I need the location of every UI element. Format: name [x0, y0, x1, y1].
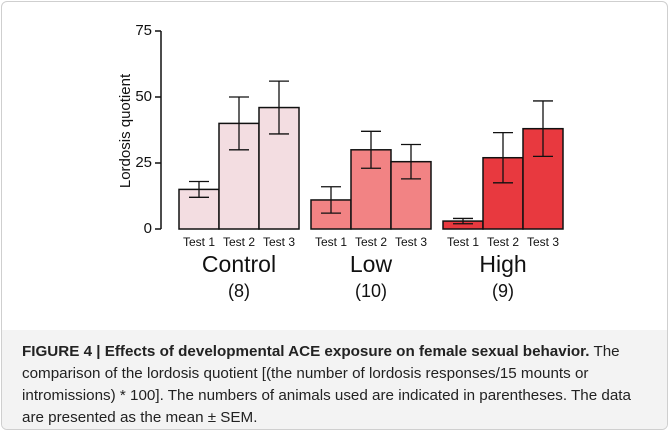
- x-tick-label: Test 1: [315, 235, 347, 249]
- group-label: Low: [350, 251, 393, 277]
- y-tick-label: 0: [144, 220, 152, 237]
- group-label: High: [479, 251, 526, 277]
- x-tick-label: Test 2: [487, 235, 519, 249]
- x-tick-label: Test 2: [223, 235, 255, 249]
- x-tick-label: Test 3: [395, 235, 427, 249]
- chart: Lordosis quotient 0 25 50 75 Test 1 Test 2 Tes…: [117, 22, 564, 301]
- group-count: (8): [228, 281, 250, 301]
- y-tick-label: 50: [135, 88, 152, 105]
- y-tick-label: 75: [135, 22, 152, 39]
- y-tick-label: 25: [135, 154, 152, 171]
- caption-label: FIGURE 4 | Effects of developmental ACE …: [22, 343, 590, 360]
- group-count: (9): [492, 281, 514, 301]
- caption-text: The comparison of the lordosis quotient …: [22, 343, 631, 426]
- caption: FIGURE 4 | Effects of developmental ACE …: [2, 330, 667, 429]
- x-tick-label: Test 1: [447, 235, 479, 249]
- group-label: Control: [202, 251, 276, 277]
- y-axis-label: Lordosis quotient: [117, 73, 134, 188]
- x-tick-label: Test 1: [183, 235, 215, 249]
- x-tick-label: Test 3: [527, 235, 559, 249]
- x-tick-label: Test 3: [263, 235, 295, 249]
- x-tick-label: Test 2: [355, 235, 387, 249]
- group-count: (10): [355, 281, 387, 301]
